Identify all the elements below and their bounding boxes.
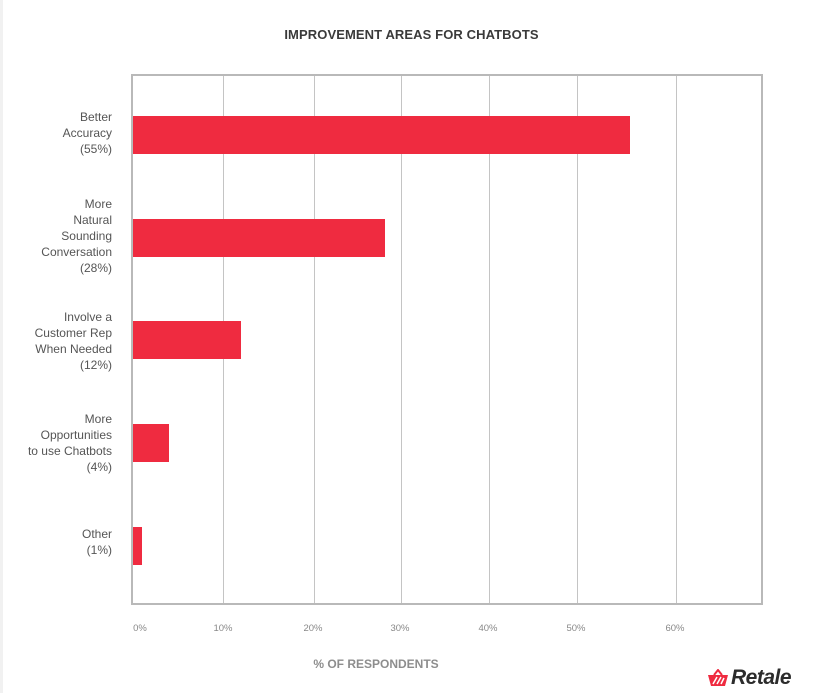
x-tick-label: 50%	[566, 623, 586, 634]
category-label: Better Accuracy (55%)	[62, 110, 112, 156]
x-tick-label: 60%	[665, 623, 685, 634]
x-tick-label: 40%	[478, 623, 498, 634]
category-label: Other (1%)	[81, 527, 112, 557]
brand-name: Retale	[731, 666, 792, 689]
bar	[133, 424, 169, 462]
bar	[133, 116, 630, 154]
chart-title: IMPROVEMENT AREAS FOR CHATBOTS	[284, 27, 539, 42]
basket-icon	[708, 669, 728, 686]
gridline	[401, 76, 402, 603]
x-tick-label: 0%	[133, 623, 147, 634]
gridline	[489, 76, 490, 603]
x-axis-label: % OF RESPONDENTS	[313, 657, 439, 671]
brand-logo: Retale	[707, 666, 792, 690]
gridline	[577, 76, 578, 603]
bar	[133, 527, 142, 565]
gridline	[314, 76, 315, 603]
left-edge-strip	[0, 0, 3, 693]
x-tick-label: 10%	[213, 623, 233, 634]
category-label: More Natural Sounding Conversation (28%)	[41, 197, 112, 275]
gridline	[676, 76, 677, 603]
plot-area	[131, 74, 763, 605]
bar	[133, 321, 241, 359]
bar	[133, 219, 385, 257]
category-label: More Opportunities to use Chatbots (4%)	[27, 412, 112, 474]
category-label: Involve a Customer Rep When Needed (12%)	[34, 310, 112, 372]
x-tick-label: 30%	[390, 623, 410, 634]
x-tick-label: 20%	[303, 623, 323, 634]
